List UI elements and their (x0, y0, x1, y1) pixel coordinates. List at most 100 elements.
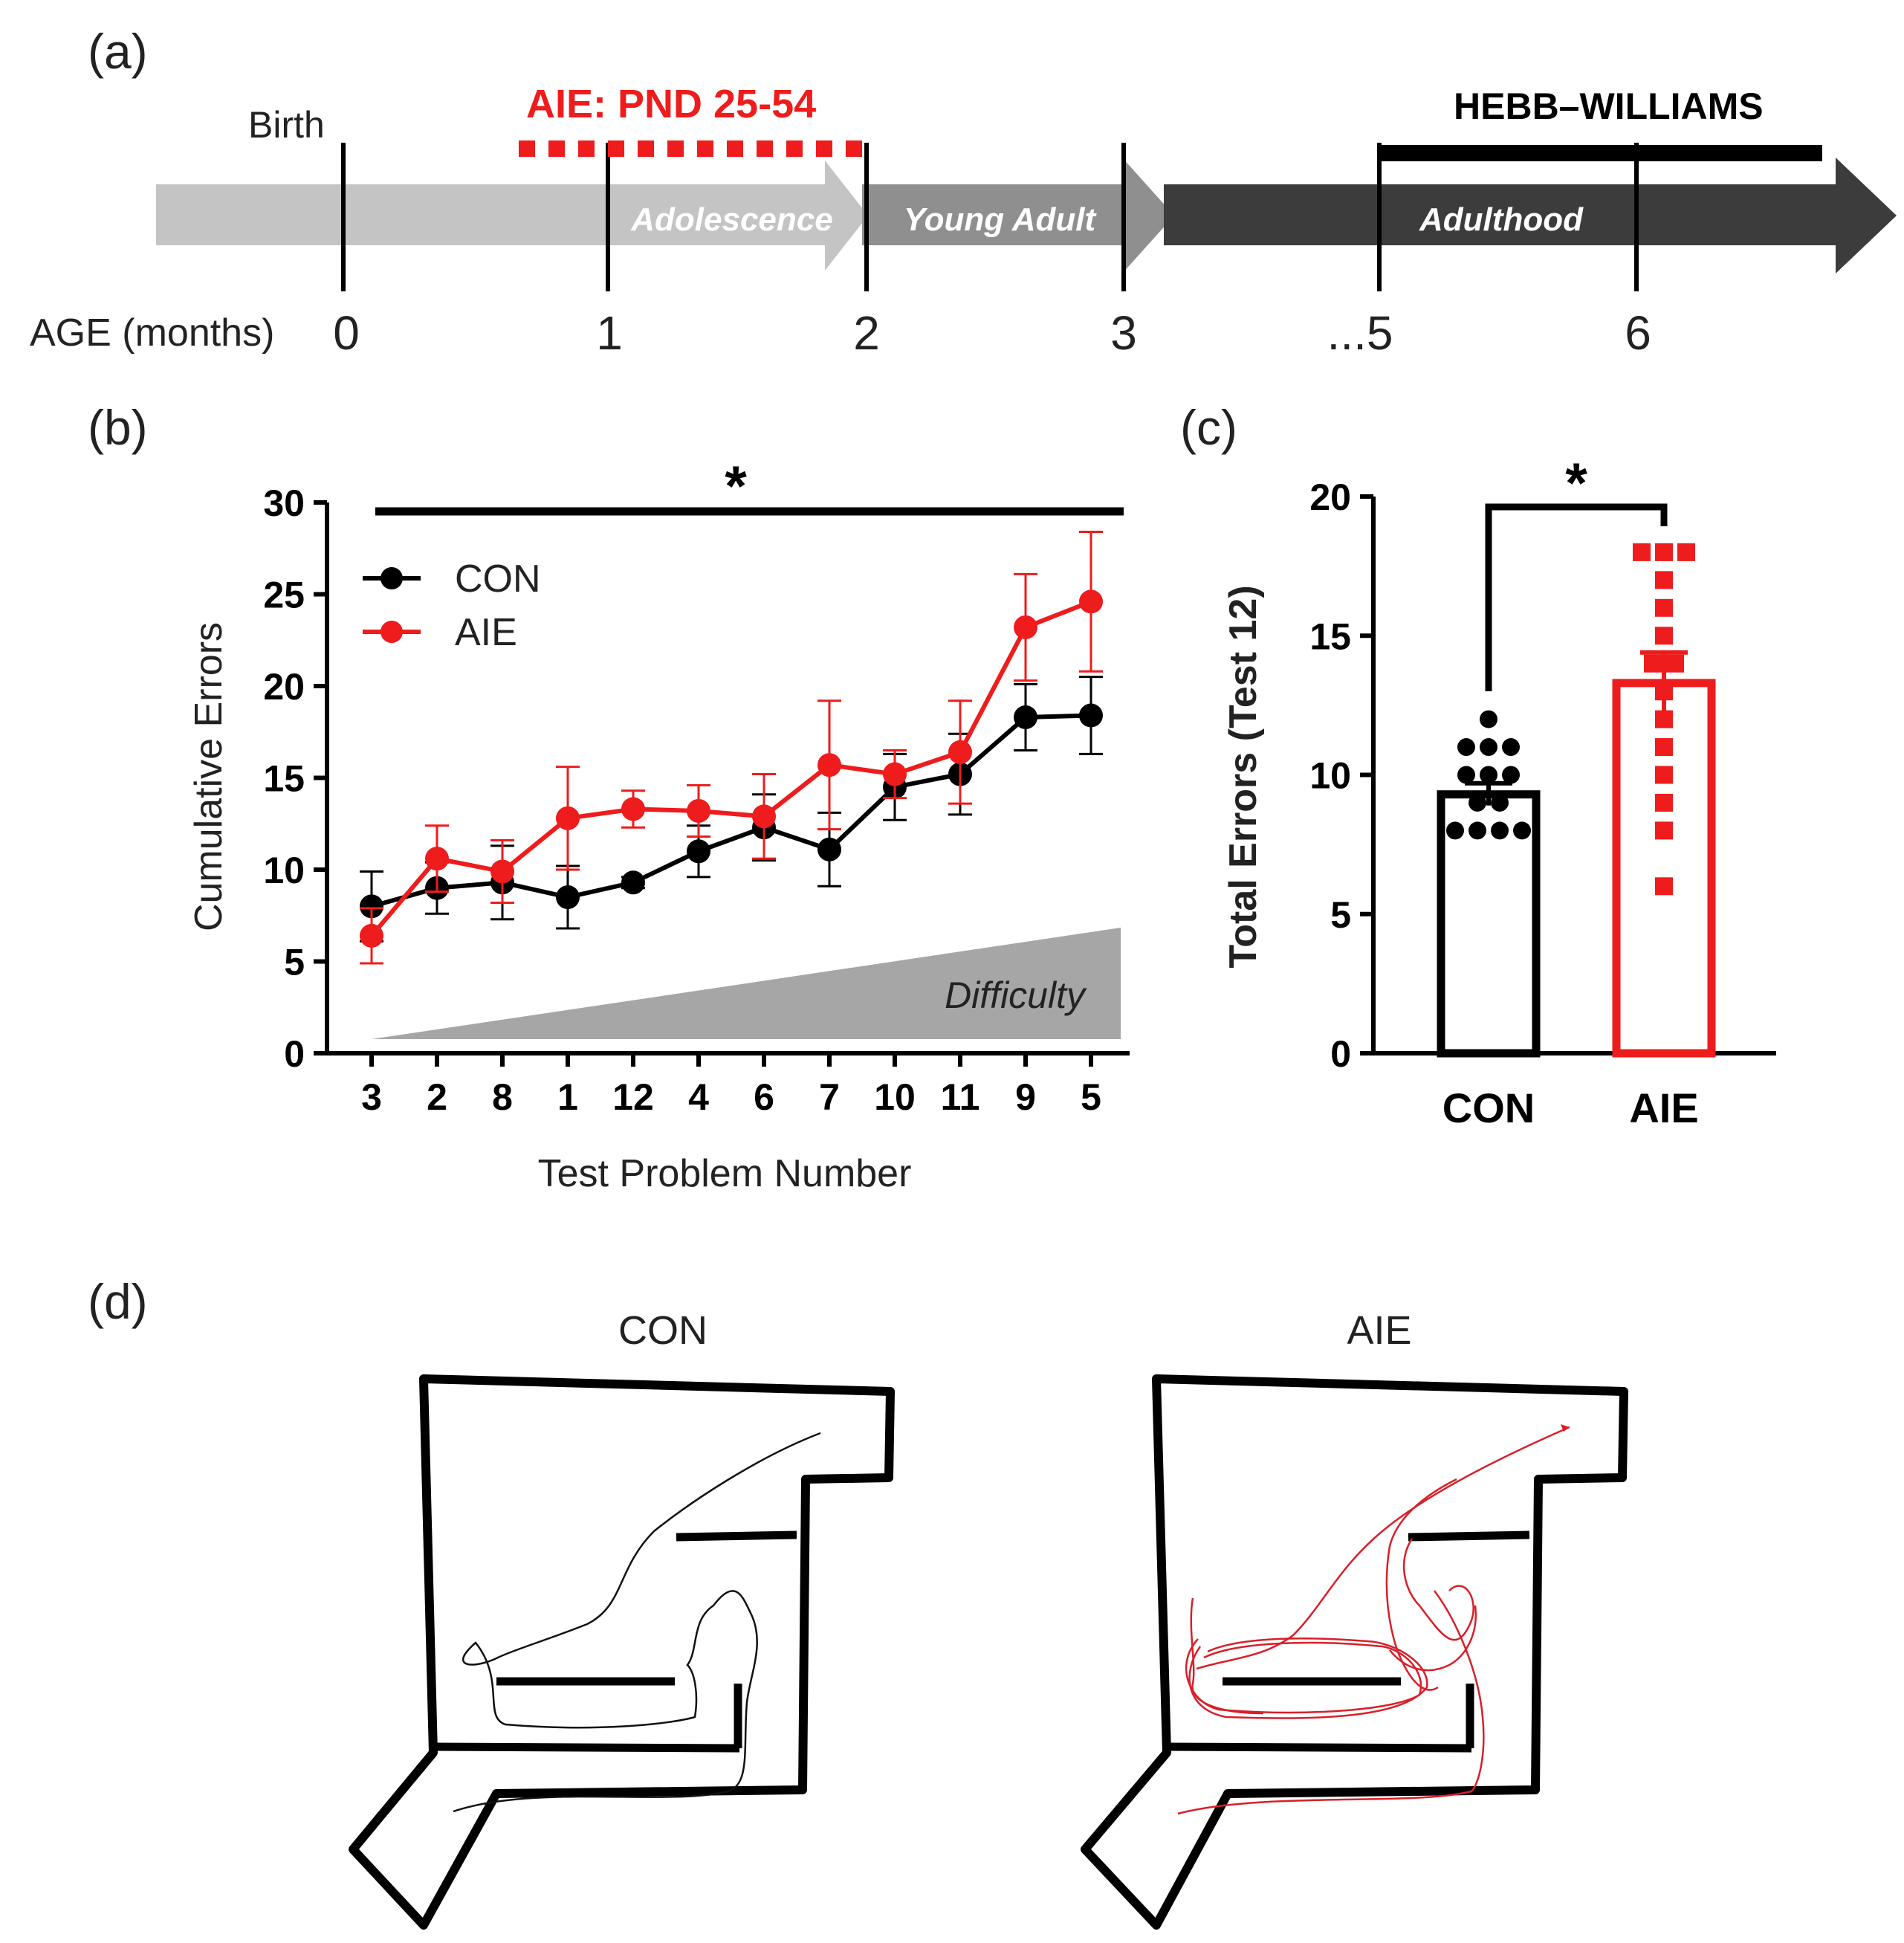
dot-con-9 (1446, 821, 1464, 840)
point-aie-3 (556, 806, 580, 830)
dot-aie-13 (1655, 821, 1673, 840)
y-axis-label-b: Cumulative Errors (187, 622, 230, 931)
path-trace-aie (1177, 1426, 1570, 1815)
dot-aie-10 (1655, 738, 1673, 757)
difficulty-wedge (372, 928, 1121, 1039)
phase-young-adult: Young Adult (904, 201, 1098, 238)
point-aie-1 (425, 847, 449, 871)
x-tick-label-b-6: 6 (754, 1076, 774, 1118)
timeline-ticks (341, 143, 1639, 291)
y-tick-label-b-10: 10 (263, 850, 305, 891)
point-con-5 (687, 839, 710, 864)
y-ticks-b: 0 5 10 15 20 25 30 (263, 482, 327, 1075)
dot-con-5 (1480, 766, 1497, 784)
dot-aie-11 (1655, 766, 1673, 784)
line-con (371, 713, 1092, 909)
dot-con-7 (1469, 793, 1486, 812)
tick-label-6: 6 (1625, 306, 1651, 360)
dot-con-10 (1469, 821, 1486, 840)
aie-period-label: AIE: PND 25-54 (526, 82, 816, 126)
dot-aie-6 (1644, 654, 1662, 673)
series-con (360, 676, 1103, 943)
tick-label-3: 3 (1110, 306, 1137, 360)
tick-label-0: 0 (333, 306, 360, 360)
point-aie-2 (490, 859, 514, 884)
maze-title-con: CON (618, 1308, 707, 1353)
phase-adolescence: Adolescence (630, 201, 832, 238)
dot-con-4 (1457, 766, 1475, 784)
bars-group-c (1437, 543, 1716, 1058)
dot-con-6 (1502, 766, 1520, 784)
maze-outline-aie (1081, 1374, 1628, 1930)
x-axis-label-b: Test Problem Number (538, 1152, 912, 1195)
panel-d: (d) CON AIE (88, 1274, 1628, 1930)
panel-a: (a) Adolescence Young Adult Adulthood Bi… (30, 24, 1897, 360)
y-tick-label-b-5: 5 (284, 942, 305, 983)
point-aie-5 (687, 798, 710, 823)
x-tick-label-b-10: 10 (874, 1076, 916, 1118)
difficulty-label: Difficulty (945, 974, 1087, 1016)
significance-bracket-c (1485, 503, 1668, 691)
point-aie-6 (752, 804, 776, 829)
x-ticks-b: 3 2 8 1 12 4 6 7 10 11 9 5 (361, 1053, 1101, 1118)
maze-con (349, 1374, 895, 1930)
dot-con-3 (1502, 738, 1520, 757)
point-aie-8 (883, 762, 907, 786)
dot-aie-7 (1666, 654, 1684, 673)
point-aie-10 (1014, 615, 1037, 639)
panel-label-a: (a) (88, 24, 148, 79)
maze-wall-upper-con (676, 1530, 797, 1542)
point-aie-11 (1079, 589, 1103, 614)
x-tick-label-b-5: 5 (1081, 1076, 1101, 1118)
x-label-aie: AIE (1629, 1084, 1698, 1131)
arrow-adulthood (1164, 158, 1897, 274)
tick-label-5: ...5 (1327, 306, 1393, 360)
x-tick-label-b-1: 1 (557, 1076, 578, 1118)
dot-aie-12 (1655, 793, 1673, 812)
dot-aie-1 (1655, 543, 1673, 561)
point-con-0 (360, 894, 383, 919)
phase-adulthood: Adulthood (1419, 201, 1584, 238)
hebb-williams-label: HEBB–WILLIAMS (1454, 85, 1764, 127)
point-con-3 (556, 885, 580, 910)
y-tick-label-b-25: 25 (263, 575, 305, 616)
arrow-young-adult (862, 158, 1174, 274)
y-axis-label-c: Total Errors (Test 12) (1222, 585, 1265, 968)
y-tick-label-b-20: 20 (263, 666, 305, 708)
maze-wall-upper-aie (1408, 1530, 1530, 1542)
series-aie (360, 531, 1103, 965)
dot-con-2 (1480, 738, 1497, 757)
point-aie-9 (948, 740, 972, 764)
dot-con-1 (1457, 738, 1475, 757)
dot-con-11 (1491, 821, 1509, 840)
maze-wall-bottom-con (430, 1742, 740, 1753)
x-tick-label-b-7: 7 (819, 1076, 840, 1118)
y-tick-label-c-10: 10 (1309, 755, 1351, 797)
legend-b: CON AIE (363, 557, 541, 654)
point-aie-4 (621, 797, 645, 821)
maze-aie (1081, 1374, 1628, 1930)
significance-star-b: * (725, 455, 747, 518)
point-con-4 (621, 870, 645, 895)
timeline-tick-labels: 0 1 2 3 ...5 6 (333, 306, 1651, 360)
dot-aie-3 (1655, 571, 1673, 589)
point-con-11 (1079, 703, 1103, 728)
dot-aie-5 (1655, 627, 1673, 645)
point-con-10 (1014, 705, 1037, 729)
series-group-b (360, 531, 1103, 965)
x-tick-label-b-11: 11 (941, 1076, 980, 1118)
maze-wall-bottom-aie (1163, 1742, 1472, 1753)
arrow-adolescence (156, 161, 868, 271)
y-tick-label-b-0: 0 (284, 1033, 305, 1075)
x-tick-label-b-4: 4 (688, 1076, 709, 1118)
legend-label-aie: AIE (455, 611, 517, 654)
x-tick-label-b-8: 8 (492, 1076, 513, 1118)
tick-label-2: 2 (853, 306, 880, 360)
path-end-marker-aie (1561, 1424, 1570, 1432)
x-tick-label-b-12: 12 (612, 1076, 654, 1118)
dot-aie-4 (1655, 598, 1673, 617)
x-tick-label-b-3: 3 (361, 1076, 382, 1118)
point-con-7 (817, 837, 841, 861)
y-tick-label-c-15: 15 (1309, 615, 1351, 657)
y-tick-label-c-5: 5 (1330, 894, 1351, 936)
